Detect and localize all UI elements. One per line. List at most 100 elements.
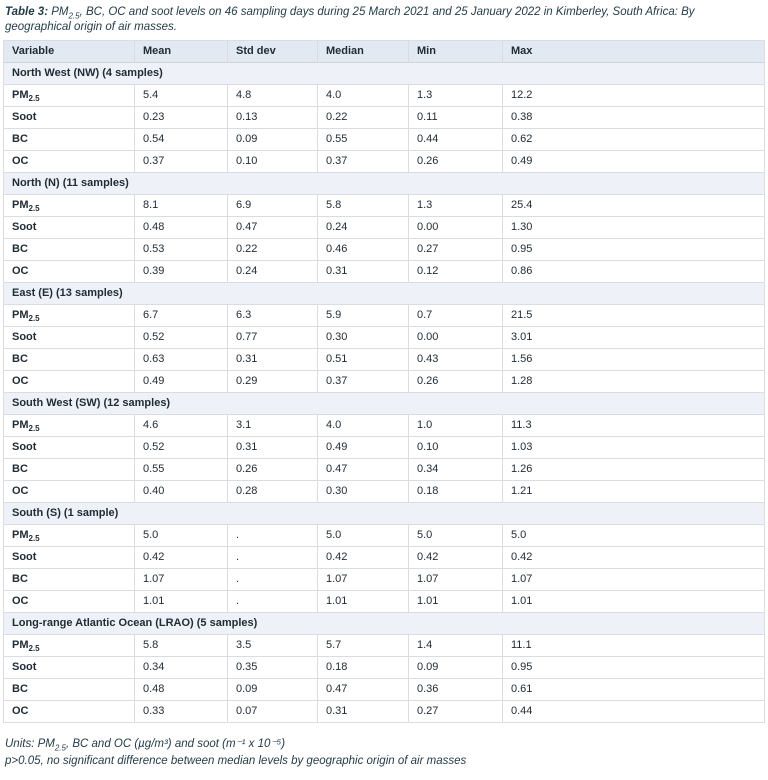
table-row: OC 1.01. 1.01 1.01 1.01 [3,590,765,613]
column-header-variable: Variable [3,40,135,63]
value-cell: 0.51 [317,348,409,371]
variable-label: PM [12,309,29,321]
variable-label: PM [12,89,29,101]
value-cell: 0.62 [502,128,765,151]
value-cell: 0.46 [317,238,409,261]
value-cell: 0.18 [317,656,409,679]
value-cell: 0.23 [134,106,228,129]
value-cell: 5.0 [317,524,409,547]
value-cell: 0.30 [317,326,409,349]
stats-table: Variable Mean Std dev Median Min Max Nor… [3,40,765,723]
variable-label: BC [12,133,28,145]
variable-label: BC [12,683,28,695]
value-cell: 5.8 [134,634,228,657]
variable-cell: OC [3,590,135,613]
section-title: East (E) (13 samples) [3,282,765,305]
section-row: South West (SW) (12 samples) [3,392,765,415]
value-cell: 25.4 [502,194,765,217]
variable-label: PM [12,639,29,651]
footnote-units-prefix: Units: PM [5,738,55,750]
table-row: PM2.5 5.4 4.8 4.0 1.3 12.2 [3,84,765,107]
value-cell: 11.3 [502,414,765,437]
variable-label: Soot [12,331,37,343]
value-cell: 11.1 [502,634,765,657]
value-cell: 0.95 [502,238,765,261]
value-cell: 0.39 [134,260,228,283]
column-header-min: Min [408,40,503,63]
value-cell: 0.26 [408,150,503,173]
value-cell: 0.28 [227,480,318,503]
value-cell: 4.0 [317,414,409,437]
variable-cell: Soot [3,656,135,679]
section-row: South (S) (1 sample) [3,502,765,525]
section-row: East (E) (13 samples) [3,282,765,305]
table-row: Soot 0.52 0.77 0.30 0.00 3.01 [3,326,765,349]
variable-cell: BC [3,238,135,261]
variable-subscript: 2.5 [28,204,40,214]
value-cell: 0.36 [408,678,503,701]
section-row: North West (NW) (4 samples) [3,62,765,85]
variable-cell: PM2.5 [3,194,135,217]
header-row: Variable Mean Std dev Median Min Max [3,40,765,63]
value-cell: 0.31 [317,260,409,283]
table-row: PM2.5 5.8 3.5 5.7 1.4 11.1 [3,634,765,657]
variable-label: Soot [12,661,37,673]
value-cell: 0.47 [317,458,409,481]
value-cell: 6.3 [227,304,318,327]
value-cell: 0.31 [227,348,318,371]
value-cell: 0.47 [317,678,409,701]
variable-label: Soot [12,221,37,233]
value-cell: 1.01 [317,590,409,613]
value-cell: 1.0 [408,414,503,437]
value-cell: 0.22 [317,106,409,129]
value-cell: 0.52 [134,326,228,349]
variable-cell: BC [3,678,135,701]
footnote-units: Units: PM2.5, BC and OC (µg/m³) and soot… [5,736,765,753]
table-row: Soot 0.48 0.47 0.24 0.00 1.30 [3,216,765,239]
variable-cell: PM2.5 [3,84,135,107]
variable-label: BC [12,463,28,475]
value-cell: 0.77 [227,326,318,349]
value-cell: 4.0 [317,84,409,107]
variable-subscript: 2.5 [28,94,40,104]
value-cell: 0.34 [134,656,228,679]
value-cell: 0.26 [227,458,318,481]
value-cell: 1.07 [134,568,228,591]
caption-label: Table 3: [5,6,49,18]
value-cell: 1.01 [502,590,765,613]
value-cell: 0.31 [227,436,318,459]
variable-label: Soot [12,441,37,453]
section-title: South West (SW) (12 samples) [3,392,765,415]
table-row: BC 0.48 0.09 0.47 0.36 0.61 [3,678,765,701]
table-row: Soot 0.23 0.13 0.22 0.11 0.38 [3,106,765,129]
variable-subscript: 2.5 [28,424,40,434]
value-cell: 0.47 [227,216,318,239]
caption-pm-base: PM [48,6,69,18]
table-row: BC 0.63 0.31 0.51 0.43 1.56 [3,348,765,371]
variable-label: Soot [12,111,37,123]
value-cell: 21.5 [502,304,765,327]
value-cell: 5.9 [317,304,409,327]
value-cell: 0.86 [502,260,765,283]
variable-label: OC [12,705,29,717]
table-body: North West (NW) (4 samples) PM2.5 5.4 4.8 4.… [3,62,765,723]
value-cell: 0.53 [134,238,228,261]
value-cell: 0.42 [408,546,503,569]
value-cell: 0.49 [134,370,228,393]
value-cell: 0.00 [408,216,503,239]
value-cell: 0.30 [317,480,409,503]
variable-label: OC [12,155,29,167]
value-cell: 0.22 [227,238,318,261]
value-cell: . [227,590,318,613]
value-cell: 0.44 [502,700,765,723]
value-cell: 0.26 [408,370,503,393]
footnotes: Units: PM2.5, BC and OC (µg/m³) and soot… [3,736,765,770]
caption-text: , BC, OC and soot levels on 46 sampling … [5,6,695,33]
variable-cell: PM2.5 [3,304,135,327]
value-cell: 1.3 [408,84,503,107]
variable-label: OC [12,375,29,387]
section-title: South (S) (1 sample) [3,502,765,525]
value-cell: 1.07 [502,568,765,591]
variable-label: BC [12,353,28,365]
table-row: BC 1.07. 1.07 1.07 1.07 [3,568,765,591]
